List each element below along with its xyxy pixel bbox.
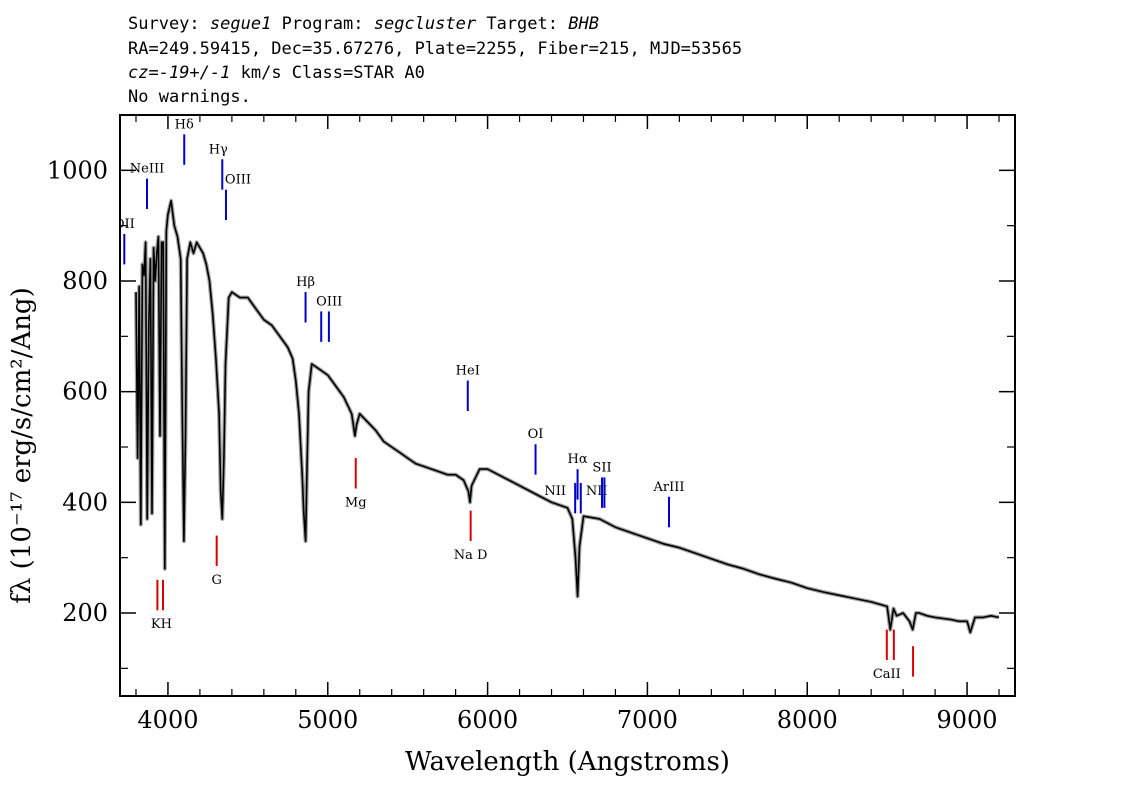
x-tick-label: 5000 <box>297 706 358 734</box>
cz-value: -19+/-1 <box>158 63 231 83</box>
line-marker-10: NII <box>544 482 577 514</box>
line-label: ArIII <box>652 480 684 495</box>
line-marker-19: Mg <box>345 458 367 511</box>
y-tick-label: 600 <box>62 378 108 406</box>
line-marker-2: Hδ <box>175 117 194 165</box>
plot-frame <box>119 114 1016 697</box>
line-label: Hδ <box>175 117 194 132</box>
line-marker-3: Hγ <box>209 142 228 190</box>
header-line-coords: RA=249.59415, Dec=35.67276, Plate=2255, … <box>128 39 743 59</box>
x-tick-label: 9000 <box>937 706 998 734</box>
line-marker-1: NeIII <box>130 162 164 210</box>
line-marker-5: Hβ <box>296 275 315 323</box>
y-axis-title: fλ (10⁻¹⁷ erg/s/cm²/Ang) <box>7 287 37 603</box>
line-label: OIII <box>225 173 251 188</box>
program-value: segcluster <box>373 14 477 34</box>
target-value: BHB <box>568 14 599 34</box>
line-marker-0: OII <box>114 217 135 265</box>
line-label: Hα <box>568 452 588 467</box>
line-label: OI <box>528 427 544 442</box>
line-label: HeI <box>456 364 480 379</box>
line-label: CaII <box>873 667 901 682</box>
header-line-survey: Survey: segue1 Program: segcluster Targe… <box>128 14 599 34</box>
y-tick-label: 800 <box>62 267 108 295</box>
x-tick-label: 8000 <box>777 706 838 734</box>
line-marker-4: OIII <box>225 173 251 221</box>
x-tick-label: 6000 <box>457 706 518 734</box>
x-tick-label: 4000 <box>137 706 198 734</box>
survey-value: segue1 <box>209 14 272 34</box>
line-marker-13: SII <box>592 460 612 508</box>
line-label: OII <box>114 217 135 232</box>
line-label: Na D <box>454 548 488 563</box>
header-line-redshift: cz=-19+/-1 km/s Class=STAR A0 <box>128 63 425 83</box>
line-label: Hγ <box>209 142 228 157</box>
line-marker-21: CaII <box>873 629 901 682</box>
line-marker-20: Na D <box>454 510 488 563</box>
header-line-warnings: No warnings. <box>128 87 251 107</box>
line-marker-11: Hα <box>568 452 588 500</box>
line-marker-6: OIII <box>316 294 342 342</box>
line-label: G <box>211 573 221 588</box>
spectrum-line <box>135 200 1000 634</box>
line-label: Hβ <box>296 275 315 290</box>
line-label: SII <box>592 460 611 475</box>
line-marker-9: OI <box>528 427 544 475</box>
line-label: NeIII <box>130 162 164 177</box>
line-marker-16: KH <box>151 579 172 632</box>
spectrum-error-band <box>134 198 1000 635</box>
line-label: KH <box>151 617 172 632</box>
line-marker-18: G <box>211 535 222 588</box>
y-tick-label: 200 <box>62 599 108 627</box>
line-marker-8: HeI <box>456 364 480 412</box>
line-label: OIII <box>316 294 342 309</box>
line-label: NII <box>544 484 566 499</box>
line-label: Mg <box>345 496 367 511</box>
y-tick-label: 1000 <box>47 156 108 184</box>
y-tick-label: 400 <box>62 488 108 516</box>
x-tick-label: 7000 <box>617 706 678 734</box>
line-marker-15: ArIII <box>652 480 684 528</box>
x-axis-title: Wavelength (Angstroms) <box>405 747 730 777</box>
